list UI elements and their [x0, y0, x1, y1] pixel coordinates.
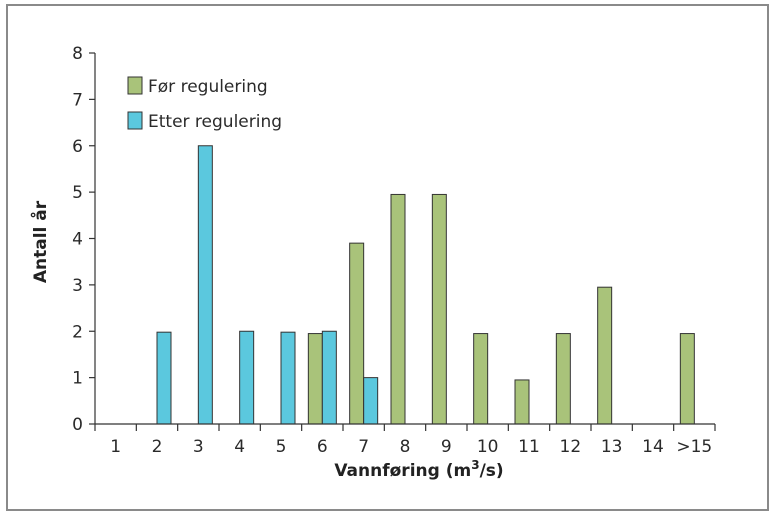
bar-before-regulation	[390, 193, 406, 425]
x-axis-title: Vannføring (m3/s)	[334, 458, 503, 481]
legend-label-before: Før regulering	[148, 77, 268, 97]
bar-before-regulation	[473, 333, 489, 425]
bar-before-regulation	[555, 333, 571, 425]
x-tick-label: 14	[642, 437, 664, 457]
y-tick-label: 6	[72, 137, 83, 157]
bar-after-regulation	[321, 330, 337, 425]
legend-swatch-after	[127, 111, 143, 130]
x-axis-ticks: 1 2 3 4 5 6 7 8 9 10 11 12 13 14 >15	[94, 424, 716, 457]
x-tick-label: 7	[358, 437, 369, 457]
x-tick-label: 3	[193, 437, 204, 457]
y-tick-label: 5	[72, 183, 83, 203]
legend-label-after: Etter regulering	[148, 112, 282, 132]
bar-after-regulation	[156, 331, 172, 425]
y-tick-label: 8	[72, 44, 83, 64]
bar-after-regulation	[280, 331, 296, 425]
y-tick-label: 2	[72, 322, 83, 342]
x-tick-label: 13	[601, 437, 623, 457]
y-axis-title: Antall år	[29, 200, 51, 283]
x-tick-label: 4	[234, 437, 245, 457]
bar-before-regulation	[679, 333, 695, 425]
x-axis-title-tail: /s)	[480, 461, 504, 481]
bar-after-regulation	[363, 377, 379, 425]
legend-swatch-before	[127, 76, 143, 95]
y-tick-label: 7	[72, 90, 83, 110]
x-axis-title-sup: 3	[471, 458, 479, 472]
x-tick-label: 12	[560, 437, 582, 457]
y-tick-label: 0	[72, 415, 83, 435]
bar-before-regulation	[514, 379, 530, 425]
x-tick-label: >15	[676, 437, 712, 457]
x-tick-label: 9	[441, 437, 452, 457]
x-tick-label: 8	[400, 437, 411, 457]
x-tick-label: 10	[477, 437, 499, 457]
bar-after-regulation	[197, 145, 213, 425]
x-tick-label: 2	[152, 437, 163, 457]
y-axis-ticks: 0 1 2 3 4 5 6 7 8	[72, 44, 95, 435]
y-tick-label: 1	[72, 369, 83, 389]
legend: Før regulering Etter regulering	[127, 76, 282, 132]
y-tick-label: 3	[72, 276, 83, 296]
x-tick-label: 5	[276, 437, 287, 457]
x-axis-title-main: Vannføring (m	[334, 461, 471, 481]
bar-before-regulation	[307, 333, 323, 425]
bar-after-regulation	[239, 330, 255, 425]
x-tick-label: 1	[110, 437, 121, 457]
x-tick-label: 6	[317, 437, 328, 457]
bar-before-regulation	[349, 242, 365, 425]
bars	[156, 145, 695, 425]
bar-before-regulation	[597, 286, 613, 425]
bar-before-regulation	[431, 193, 447, 425]
x-tick-label: 11	[518, 437, 540, 457]
y-tick-label: 4	[72, 230, 83, 250]
